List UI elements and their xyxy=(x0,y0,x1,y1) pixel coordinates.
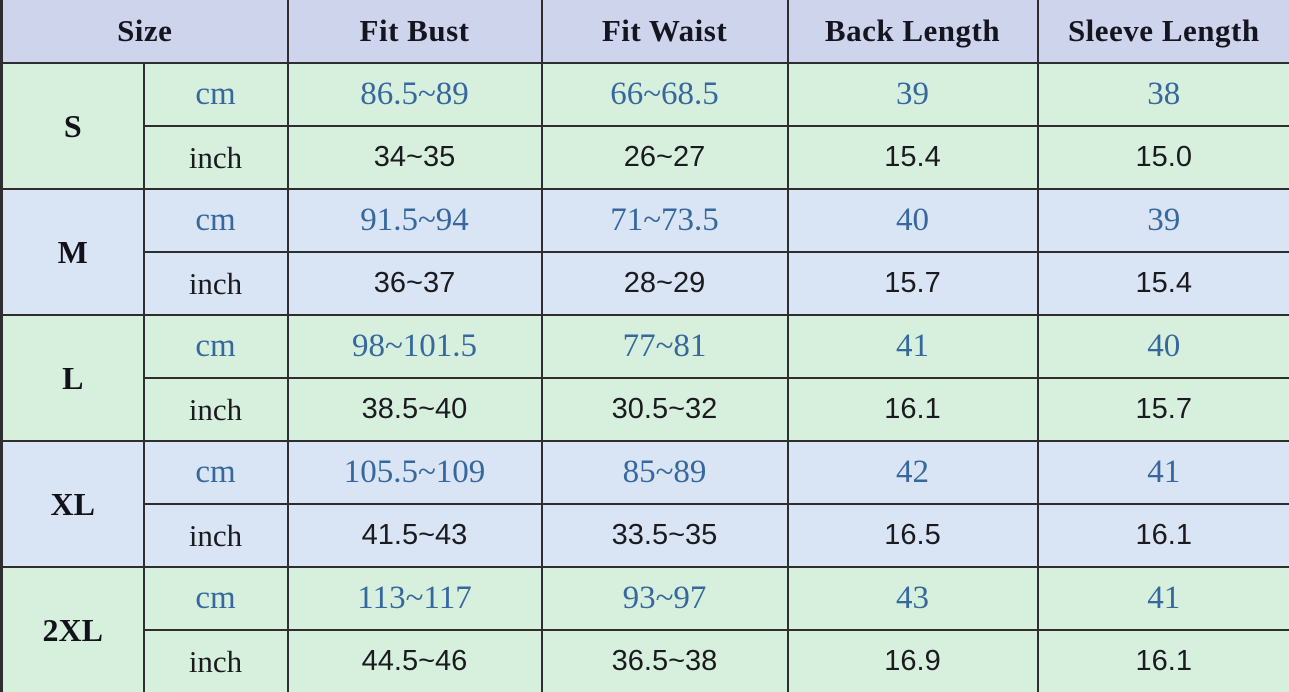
row-l-cm: L cm 98~101.5 77~81 41 40 xyxy=(0,314,1289,442)
row-2xl-cm: 2XL cm 113~117 93~97 43 41 xyxy=(0,566,1289,692)
xl-inch-back-length: 16.5 xyxy=(786,503,1039,568)
row-m-cm: M cm 91.5~94 71~73.5 40 39 xyxy=(0,188,1289,316)
2xl-inch-fit-bust: 44.5~46 xyxy=(286,629,543,692)
l-inch-fit-bust: 38.5~40 xyxy=(286,377,543,442)
s-cm-fit-waist: 66~68.5 xyxy=(540,62,789,127)
m-cm-back-length: 40 xyxy=(786,188,1039,253)
xl-cm-fit-waist: 85~89 xyxy=(540,440,789,505)
xl-inch-fit-bust: 41.5~43 xyxy=(286,503,543,568)
row-l-inch: inch 38.5~40 30.5~32 16.1 15.7 xyxy=(2,377,1289,442)
size-label-xl: XL xyxy=(0,440,145,568)
row-xl-cm: XL cm 105.5~109 85~89 42 41 xyxy=(0,440,1289,568)
s-cm-back-length: 39 xyxy=(786,62,1039,127)
size-label-s: S xyxy=(0,62,145,190)
row-xl-inch: inch 41.5~43 33.5~35 16.5 16.1 xyxy=(2,503,1289,568)
l-cm-back-length: 41 xyxy=(786,314,1039,379)
unit-label-cm: cm xyxy=(142,62,289,127)
size-label-2xl: 2XL xyxy=(0,566,145,692)
2xl-inch-back-length: 16.9 xyxy=(786,629,1039,692)
header-fit-bust: Fit Bust xyxy=(286,0,543,64)
2xl-cm-sleeve-length: 41 xyxy=(1036,566,1289,631)
unit-label-inch: inch xyxy=(142,503,289,568)
unit-label-inch: inch xyxy=(142,125,289,190)
size-label-m: M xyxy=(0,188,145,316)
l-cm-fit-bust: 98~101.5 xyxy=(286,314,543,379)
unit-label-cm: cm xyxy=(142,440,289,505)
header-size: Size xyxy=(0,0,289,64)
size-label-l: L xyxy=(0,314,145,442)
l-cm-sleeve-length: 40 xyxy=(1036,314,1289,379)
s-cm-fit-bust: 86.5~89 xyxy=(286,62,543,127)
xl-cm-fit-bust: 105.5~109 xyxy=(286,440,543,505)
l-inch-back-length: 16.1 xyxy=(786,377,1039,442)
l-cm-fit-waist: 77~81 xyxy=(540,314,789,379)
unit-label-inch: inch xyxy=(142,377,289,442)
row-s-inch: inch 34~35 26~27 15.4 15.0 xyxy=(2,125,1289,190)
s-inch-fit-waist: 26~27 xyxy=(540,125,789,190)
row-s-cm: S cm 86.5~89 66~68.5 39 38 xyxy=(0,62,1289,190)
2xl-cm-back-length: 43 xyxy=(786,566,1039,631)
s-inch-sleeve-length: 15.0 xyxy=(1036,125,1289,190)
2xl-cm-fit-bust: 113~117 xyxy=(286,566,543,631)
header-fit-waist: Fit Waist xyxy=(540,0,789,64)
m-inch-back-length: 15.7 xyxy=(786,251,1039,316)
l-inch-sleeve-length: 15.7 xyxy=(1036,377,1289,442)
m-cm-fit-waist: 71~73.5 xyxy=(540,188,789,253)
row-m-inch: inch 36~37 28~29 15.7 15.4 xyxy=(2,251,1289,316)
unit-label-inch: inch xyxy=(142,629,289,692)
2xl-cm-fit-waist: 93~97 xyxy=(540,566,789,631)
m-cm-fit-bust: 91.5~94 xyxy=(286,188,543,253)
s-inch-back-length: 15.4 xyxy=(786,125,1039,190)
header-back-length: Back Length xyxy=(786,0,1039,64)
header-row: Size Fit Bust Fit Waist Back Length Slee… xyxy=(0,0,1289,64)
s-inch-fit-bust: 34~35 xyxy=(286,125,543,190)
l-inch-fit-waist: 30.5~32 xyxy=(540,377,789,442)
m-inch-fit-bust: 36~37 xyxy=(286,251,543,316)
unit-label-cm: cm xyxy=(142,314,289,379)
m-inch-fit-waist: 28~29 xyxy=(540,251,789,316)
xl-cm-sleeve-length: 41 xyxy=(1036,440,1289,505)
unit-label-cm: cm xyxy=(142,188,289,253)
2xl-inch-sleeve-length: 16.1 xyxy=(1036,629,1289,692)
unit-label-inch: inch xyxy=(142,251,289,316)
m-inch-sleeve-length: 15.4 xyxy=(1036,251,1289,316)
header-sleeve-length: Sleeve Length xyxy=(1036,0,1289,64)
unit-label-cm: cm xyxy=(142,566,289,631)
row-2xl-inch: inch 44.5~46 36.5~38 16.9 16.1 xyxy=(2,629,1289,692)
xl-inch-fit-waist: 33.5~35 xyxy=(540,503,789,568)
xl-cm-back-length: 42 xyxy=(786,440,1039,505)
2xl-inch-fit-waist: 36.5~38 xyxy=(540,629,789,692)
m-cm-sleeve-length: 39 xyxy=(1036,188,1289,253)
s-cm-sleeve-length: 38 xyxy=(1036,62,1289,127)
xl-inch-sleeve-length: 16.1 xyxy=(1036,503,1289,568)
